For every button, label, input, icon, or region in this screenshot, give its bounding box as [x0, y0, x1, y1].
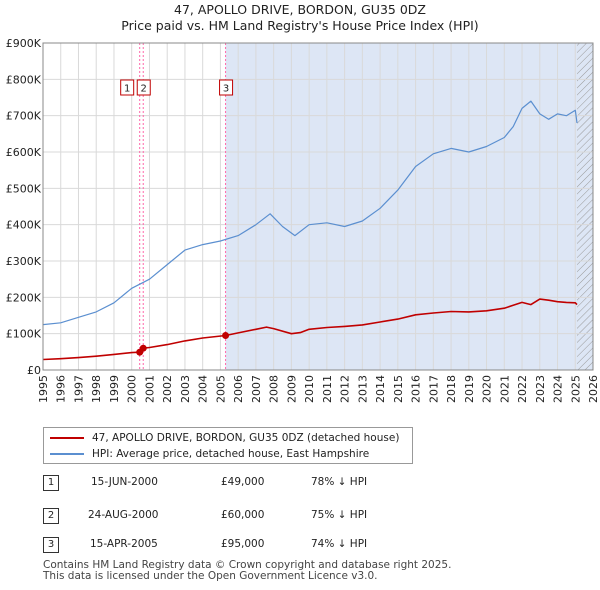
footer-line-2: This data is licensed under the Open Gov… [43, 570, 378, 582]
x-tick-label: 2006 [232, 375, 245, 403]
sale-date: 15-JUN-2000 [91, 476, 158, 488]
sale-price: £95,000 [221, 538, 265, 550]
sale-price: £49,000 [221, 476, 265, 488]
sale-date: 15-APR-2005 [90, 538, 158, 550]
sale-hpi-diff: 74% ↓ HPI [311, 538, 368, 550]
plot-frame [42, 42, 594, 371]
sale-price: £60,000 [221, 509, 265, 521]
x-tick-label: 2026 [587, 375, 600, 403]
forecast-hatch [577, 43, 593, 370]
x-tick-label: 2020 [481, 375, 494, 403]
x-tick-label: 2022 [516, 375, 529, 403]
y-tick-label: £600K [6, 146, 42, 159]
x-tick-label: 2016 [410, 375, 423, 403]
legend-label-property: 47, APOLLO DRIVE, BORDON, GU35 0DZ (deta… [92, 432, 400, 444]
x-tick-label: 1998 [90, 375, 103, 403]
sale-number-badge: 1 [43, 475, 59, 491]
x-tick-label: 2003 [179, 375, 192, 403]
sale-event-label: 3 [223, 84, 229, 95]
x-tick-label: 2013 [356, 375, 369, 403]
sale-hpi-diff: 75% ↓ HPI [311, 509, 368, 521]
x-tick-label: 2000 [126, 375, 139, 403]
x-tick-label: 2008 [268, 375, 281, 403]
x-tick-label: 2011 [321, 375, 334, 403]
sale-date: 24-AUG-2000 [88, 509, 159, 521]
sale-row: 3 15-APR-2005 £95,000 74% ↓ HPI [43, 537, 403, 555]
sale-number-badge: 2 [43, 508, 59, 524]
x-tick-label: 1999 [108, 375, 121, 403]
x-tick-label: 2024 [552, 375, 565, 403]
x-tick-label: 1995 [37, 375, 50, 403]
x-tick-label: 2017 [427, 375, 440, 403]
sale-event-label: 1 [124, 84, 130, 95]
y-tick-label: £0 [27, 364, 41, 377]
y-tick-label: £400K [6, 219, 42, 232]
y-tick-label: £700K [6, 110, 42, 123]
sale-hpi-diff: 78% ↓ HPI [311, 476, 368, 488]
y-tick-label: £800K [6, 73, 42, 86]
legend-swatch-property [50, 437, 84, 439]
x-tick-label: 2021 [498, 375, 511, 403]
footer-line-1: Contains HM Land Registry data © Crown c… [43, 559, 452, 571]
x-tick-label: 2002 [161, 375, 174, 403]
legend-swatch-hpi [50, 453, 84, 455]
y-tick-label: £500K [6, 182, 42, 195]
sale-row: 1 15-JUN-2000 £49,000 78% ↓ HPI [43, 475, 403, 493]
sale-event-box [219, 79, 234, 96]
x-tick-label: 2009 [285, 375, 298, 403]
sale-event-label: 2 [141, 84, 147, 95]
x-tick-label: 2014 [374, 375, 387, 403]
x-tick-label: 2025 [569, 375, 582, 403]
sale-marker [222, 331, 230, 339]
legend-item-property: 47, APOLLO DRIVE, BORDON, GU35 0DZ (deta… [50, 431, 399, 445]
y-tick-label: £900K [6, 37, 42, 50]
x-tick-label: 2007 [250, 375, 263, 403]
hpi-line [43, 100, 578, 326]
x-tick-label: 2018 [445, 375, 458, 403]
footer-attribution: Contains HM Land Registry data © Crown c… [43, 560, 451, 582]
y-tick-label: £200K [6, 291, 42, 304]
x-tick-label: 2012 [339, 375, 352, 403]
title-line-2: Price paid vs. HM Land Registry's House … [121, 18, 479, 33]
x-tick-label: 2004 [197, 375, 210, 403]
sale-marker [139, 344, 147, 352]
sale-number-badge: 3 [43, 537, 59, 553]
x-tick-label: 2023 [534, 375, 547, 403]
sale-row: 2 24-AUG-2000 £60,000 75% ↓ HPI [43, 508, 403, 526]
x-tick-label: 2015 [392, 375, 405, 403]
x-tick-label: 1997 [72, 375, 85, 403]
legend-label-hpi: HPI: Average price, detached house, East… [92, 448, 370, 460]
sale-event-box [136, 79, 151, 96]
y-tick-label: £300K [6, 255, 42, 268]
x-tick-label: 2019 [463, 375, 476, 403]
x-tick-label: 1996 [55, 375, 68, 403]
legend: 47, APOLLO DRIVE, BORDON, GU35 0DZ (deta… [43, 427, 413, 464]
chart-title: 47, APOLLO DRIVE, BORDON, GU35 0DZ Price… [0, 2, 600, 34]
x-tick-label: 2010 [303, 375, 316, 403]
post-sale-shade [225, 43, 593, 370]
sale-event-box [120, 79, 135, 96]
title-line-1: 47, APOLLO DRIVE, BORDON, GU35 0DZ [174, 2, 426, 17]
y-tick-label: £100K [6, 328, 42, 341]
legend-item-hpi: HPI: Average price, detached house, East… [50, 447, 369, 461]
x-tick-label: 2001 [143, 375, 156, 403]
x-tick-label: 2005 [214, 375, 227, 403]
